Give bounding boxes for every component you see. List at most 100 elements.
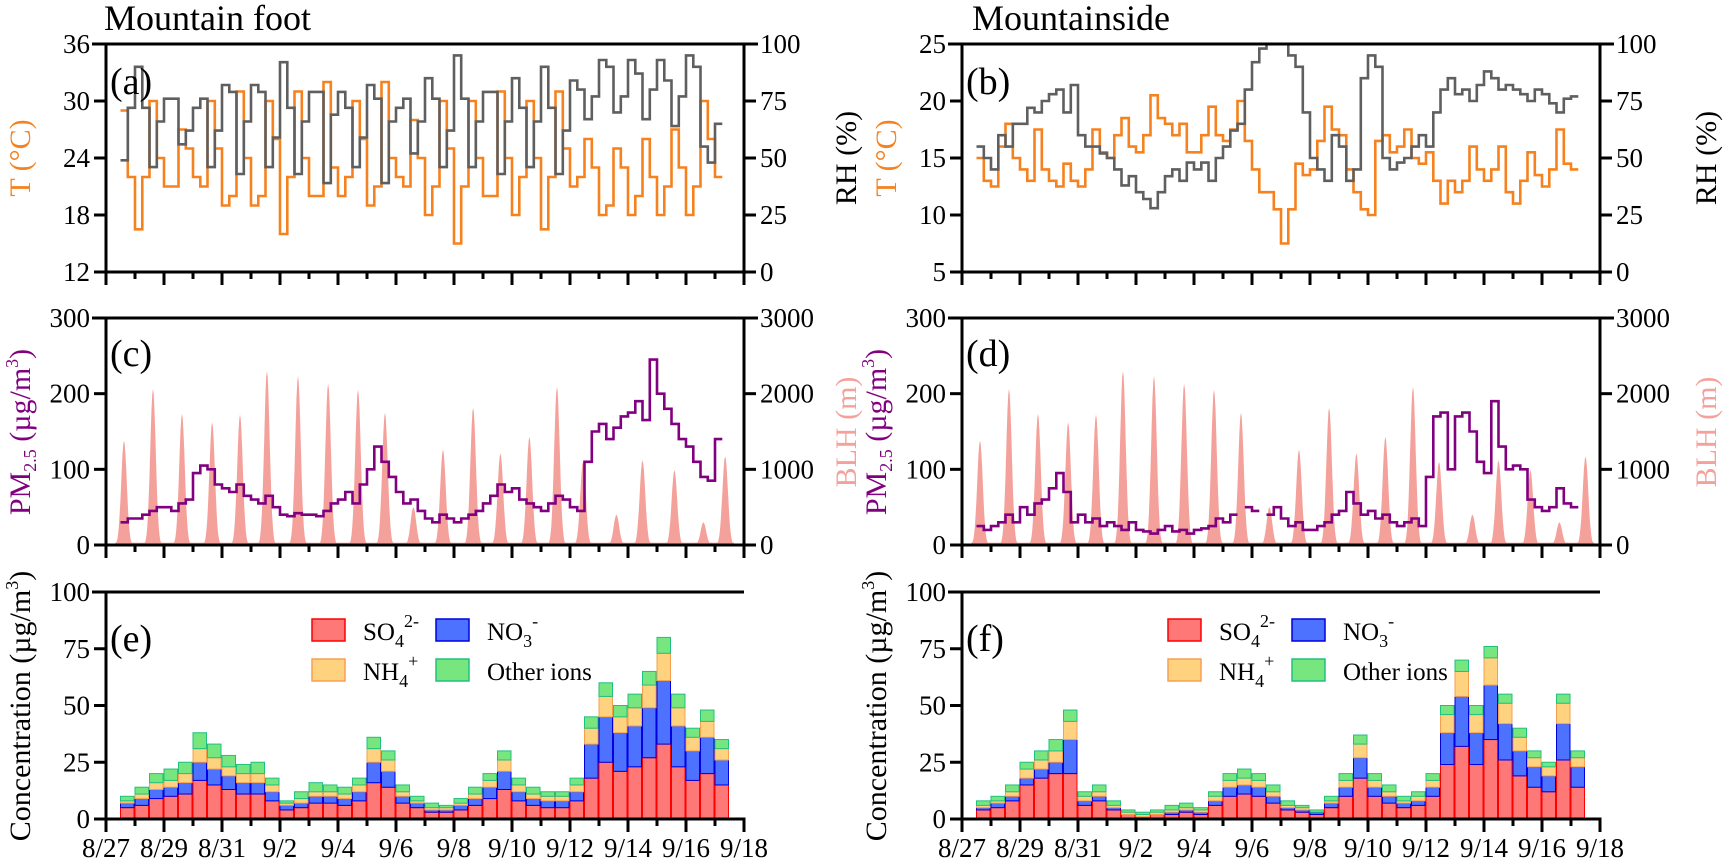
legend-label-other: Other ions <box>487 659 592 686</box>
chart-axes: 1218243036025507510051015202502550751000… <box>50 29 1671 863</box>
bar-no3 <box>613 732 628 772</box>
blh-peak <box>144 388 162 545</box>
bar-no3 <box>1367 786 1382 797</box>
bar-no3 <box>555 800 570 809</box>
bar-no3 <box>511 791 526 802</box>
bar-other <box>1193 807 1208 811</box>
legend-f: SO42- NO3- NH4+ Other ions <box>1167 611 1448 691</box>
bar-no3 <box>410 802 425 809</box>
blh-peak <box>971 440 989 545</box>
y-axis-title-pm-right: PM2.5 (µg/m3) <box>858 349 896 515</box>
bar-so4 <box>656 743 671 820</box>
y-tick-label-left: 100 <box>906 577 947 607</box>
bar-nh4 <box>1208 795 1223 802</box>
bar-nh4 <box>1425 779 1440 788</box>
bar-nh4 <box>1527 757 1542 768</box>
legend-swatch-so4 <box>1167 618 1202 642</box>
bar-no3 <box>1338 786 1353 797</box>
bar-so4 <box>236 793 251 820</box>
bar-nh4 <box>221 766 236 777</box>
x-tick-label: 8/29 <box>140 833 188 863</box>
bar-so4 <box>685 779 700 820</box>
bar-so4 <box>714 784 729 820</box>
bar-other <box>1324 795 1339 802</box>
bar-other <box>207 743 222 759</box>
bar-other <box>294 791 309 800</box>
y-tick-label-left: 24 <box>63 143 91 173</box>
bar-no3 <box>366 761 381 784</box>
bar-no3 <box>1396 802 1411 809</box>
x-tick-label: 9/18 <box>1576 833 1624 863</box>
bar-nh4 <box>366 748 381 763</box>
pm-label-main: PM <box>4 472 37 515</box>
blh-peak <box>491 453 510 545</box>
y-tick-label-right: 2000 <box>1616 379 1670 409</box>
bar-other <box>990 795 1005 802</box>
bar-so4 <box>366 782 381 820</box>
blh-peak <box>607 514 626 545</box>
bar-so4 <box>482 798 497 820</box>
legend-nh4-sub: 4 <box>1255 671 1264 691</box>
bar-other <box>1106 800 1121 806</box>
bar-other <box>149 773 164 784</box>
bar-so4 <box>497 788 512 820</box>
y-tick-label-right: 0 <box>760 257 774 287</box>
y-tick-label-right: 0 <box>1616 257 1630 287</box>
bar-so4 <box>671 766 686 820</box>
bar-no3 <box>598 716 613 763</box>
panel-f <box>976 645 1585 820</box>
bar-so4 <box>1019 784 1034 820</box>
bar-no3 <box>1266 795 1281 804</box>
bar-so4 <box>149 798 164 820</box>
blh-peak <box>1260 507 1279 545</box>
bar-so4 <box>1338 795 1353 820</box>
axes-b: 5 10 15 20 25 0 25 50 75 100 <box>919 29 1657 287</box>
bar-no3 <box>1411 800 1426 806</box>
bar-no3 <box>207 768 222 786</box>
y-tick-label-right: 50 <box>1616 143 1643 173</box>
bar-other <box>1121 809 1136 813</box>
bar-other <box>337 786 352 795</box>
bar-other <box>497 750 512 761</box>
y-axis-title-t-left: T (°C) <box>4 119 37 196</box>
x-tick-label: 9/18 <box>720 833 768 863</box>
bar-other <box>468 786 483 795</box>
bar-nh4 <box>714 748 729 761</box>
bar-no3 <box>656 680 671 745</box>
panel-label-c: (c) <box>110 333 152 375</box>
bar-no3 <box>1005 795 1020 802</box>
bar-other <box>1411 791 1426 797</box>
bar-so4 <box>990 807 1005 820</box>
bar-no3 <box>1483 684 1498 741</box>
bar-nh4 <box>1512 736 1527 752</box>
bar-no3 <box>1077 800 1092 806</box>
bar-other <box>714 739 729 750</box>
bar-no3 <box>1237 784 1252 795</box>
bar-so4 <box>221 788 236 820</box>
legend-nh4-sub: 4 <box>399 671 408 691</box>
bar-so4 <box>1251 795 1266 820</box>
bar-so4 <box>1324 807 1339 820</box>
bar-no3 <box>1208 800 1223 806</box>
bar-nh4 <box>1541 766 1556 777</box>
y-tick-label-left: 36 <box>63 29 90 59</box>
bar-other <box>1454 659 1469 672</box>
bar-other <box>1019 761 1034 770</box>
bar-nh4 <box>656 652 671 682</box>
pm-label-rest: (µg/m <box>860 368 893 449</box>
bar-other <box>1498 693 1513 704</box>
bar-nh4 <box>685 736 700 752</box>
bar-no3 <box>1222 786 1237 797</box>
legend-so4-main: SO <box>1219 619 1251 646</box>
panel-e <box>120 636 729 820</box>
bar-no3 <box>323 795 338 804</box>
bar-nh4 <box>671 707 686 727</box>
bar-so4 <box>1382 802 1397 820</box>
bar-other <box>1005 784 1020 793</box>
blh-peak <box>574 461 592 545</box>
bar-no3 <box>352 791 367 802</box>
bar-no3 <box>236 782 251 795</box>
bar-nh4 <box>163 779 178 788</box>
bar-so4 <box>1440 764 1455 820</box>
bar-other <box>250 761 265 775</box>
